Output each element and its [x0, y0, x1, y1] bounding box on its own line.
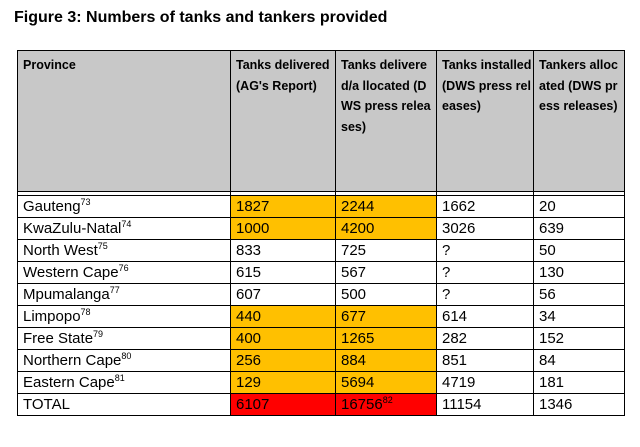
- province-name: Eastern Cape: [23, 374, 115, 391]
- province-name: Free State: [23, 330, 94, 347]
- tanks-delivered-ag-cell: 1827: [230, 195, 336, 218]
- footnote-ref: 77: [109, 285, 120, 295]
- tanks-delivered-ag-cell: 400: [230, 327, 336, 350]
- tanks-delivered-dws-value: 500: [341, 286, 367, 303]
- tankers-allocated-cell: 181: [533, 371, 625, 394]
- table-row: Limpopo78 440 677 614 34: [17, 305, 625, 328]
- province-cell: Gauteng73: [17, 195, 231, 218]
- footnote-ref: 78: [80, 307, 91, 317]
- tankers-allocated-cell: 1346: [533, 393, 625, 416]
- table-header-row: Province Tanks delivered (AG's Report) T…: [17, 50, 625, 192]
- table-row: North West75 833 725? 50: [17, 239, 625, 262]
- tanks-delivered-dws-value: 16756: [341, 396, 383, 413]
- tankers-allocated-cell: 130: [533, 261, 625, 284]
- province-name: KwaZulu-Natal: [23, 220, 122, 237]
- footnote-ref: 74: [121, 219, 132, 229]
- header-tanks-installed: Tanks installed (DWS press releases): [436, 50, 534, 192]
- tanks-delivered-dws-cell: 1265: [335, 327, 437, 350]
- tanks-delivered-dws-value: 884: [341, 352, 367, 369]
- province-name: Gauteng: [23, 198, 81, 215]
- footnote-ref: 75: [97, 241, 108, 251]
- tankers-allocated-cell: 639: [533, 217, 625, 240]
- tanks-installed-cell: 614: [436, 305, 534, 328]
- tanks-delivered-ag-cell: 615: [230, 261, 336, 284]
- tanks-delivered-dws-value: 5694: [341, 374, 375, 391]
- tanks-delivered-dws-value: 725: [341, 242, 367, 259]
- tanks-installed-cell: ?: [436, 239, 534, 262]
- tanks-delivered-ag-cell: 607: [230, 283, 336, 306]
- tanks-delivered-dws-value: 2244: [341, 198, 375, 215]
- tanks-delivered-dws-cell: 500: [335, 283, 437, 306]
- footnote-ref: 73: [80, 197, 91, 207]
- province-name: Northern Cape: [23, 352, 122, 369]
- province-cell: Northern Cape80: [17, 349, 231, 372]
- tanks-delivered-ag-cell: 129: [230, 371, 336, 394]
- province-cell: Mpumalanga77: [17, 283, 231, 306]
- header-tanks-delivered-ag: Tanks delivered (AG's Report): [230, 50, 336, 192]
- footnote-ref: 81: [114, 373, 125, 383]
- tanks-delivered-dws-cell: 884: [335, 349, 437, 372]
- tankers-allocated-cell: 34: [533, 305, 625, 328]
- province-cell: Eastern Cape81: [17, 371, 231, 394]
- footnote-ref: 79: [93, 329, 104, 339]
- tankers-allocated-cell: 84: [533, 349, 625, 372]
- footnote-ref: 76: [118, 263, 129, 273]
- tanks-installed-cell: 3026: [436, 217, 534, 240]
- table-row: Free State79 400 1265 282 152: [17, 327, 625, 350]
- tanks-installed-cell: ?: [436, 283, 534, 306]
- table-row: Gauteng73 1827 2244 1662 20: [17, 195, 625, 218]
- province-cell: KwaZulu-Natal74: [17, 217, 231, 240]
- province-name: North West: [23, 242, 98, 259]
- tanks-delivered-dws-cell: 725: [335, 239, 437, 262]
- province-name: Mpumalanga: [23, 286, 110, 303]
- tanks-delivered-dws-value: 4200: [341, 220, 375, 237]
- province-name: Western Cape: [23, 264, 119, 281]
- province-name: TOTAL: [23, 396, 70, 413]
- tanks-installed-cell: 851: [436, 349, 534, 372]
- tanks-delivered-ag-cell: 833: [230, 239, 336, 262]
- tanks-delivered-ag-cell: 6107: [230, 393, 336, 416]
- tanks-delivered-ag-cell: 256: [230, 349, 336, 372]
- tanks-delivered-ag-cell: 440: [230, 305, 336, 328]
- tankers-allocated-cell: 20: [533, 195, 625, 218]
- tanks-installed-cell: 4719: [436, 371, 534, 394]
- province-cell: Free State79: [17, 327, 231, 350]
- table-row: Eastern Cape81 129 5694 4719 181: [17, 371, 625, 394]
- table-row: TOTAL 6107 1675682 11154 1346: [17, 393, 625, 416]
- province-cell: Western Cape76: [17, 261, 231, 284]
- tanks-installed-cell: 1662: [436, 195, 534, 218]
- header-province: Province: [17, 50, 231, 192]
- tanks-delivered-dws-cell: 567: [335, 261, 437, 284]
- tanks-installed-cell: 11154: [436, 393, 534, 416]
- tanks-delivered-dws-value: 1265: [341, 330, 375, 347]
- tanks-installed-cell: 282: [436, 327, 534, 350]
- tankers-allocated-cell: 50: [533, 239, 625, 262]
- figure-title: Figure 3: Numbers of tanks and tankers p…: [14, 9, 388, 26]
- footnote-ref: 80: [121, 351, 132, 361]
- province-name: Limpopo: [23, 308, 81, 325]
- tankers-allocated-cell: 56: [533, 283, 625, 306]
- tanks-delivered-dws-cell: 677: [335, 305, 437, 328]
- province-cell: TOTAL: [17, 393, 231, 416]
- header-tankers-allocated: Tankers allocated (DWS press releases): [533, 50, 625, 192]
- tanks-delivered-dws-cell: 2244: [335, 195, 437, 218]
- tanks-delivered-dws-cell: 1675682: [335, 393, 437, 416]
- tanks-delivered-dws-cell: 4200: [335, 217, 437, 240]
- table-row: Western Cape76 615 567? 130: [17, 261, 625, 284]
- table-row: Northern Cape80 256 884 851 84: [17, 349, 625, 372]
- province-cell: North West75: [17, 239, 231, 262]
- footnote-ref: 82: [382, 395, 393, 405]
- tanks-delivered-dws-value: 567: [341, 264, 367, 281]
- table-row: Mpumalanga77 607 500? 56: [17, 283, 625, 306]
- table-row: KwaZulu-Natal74 1000 4200 3026 639: [17, 217, 625, 240]
- tankers-allocated-cell: 152: [533, 327, 625, 350]
- tanks-installed-cell: ?: [436, 261, 534, 284]
- tanks-delivered-ag-cell: 1000: [230, 217, 336, 240]
- header-tanks-delivered-dws: Tanks delivered/a llocated (DWS press re…: [335, 50, 437, 192]
- tanks-delivered-dws-value: 677: [341, 308, 367, 325]
- tanks-table: Province Tanks delivered (AG's Report) T…: [17, 50, 625, 416]
- tanks-delivered-dws-cell: 5694: [335, 371, 437, 394]
- province-cell: Limpopo78: [17, 305, 231, 328]
